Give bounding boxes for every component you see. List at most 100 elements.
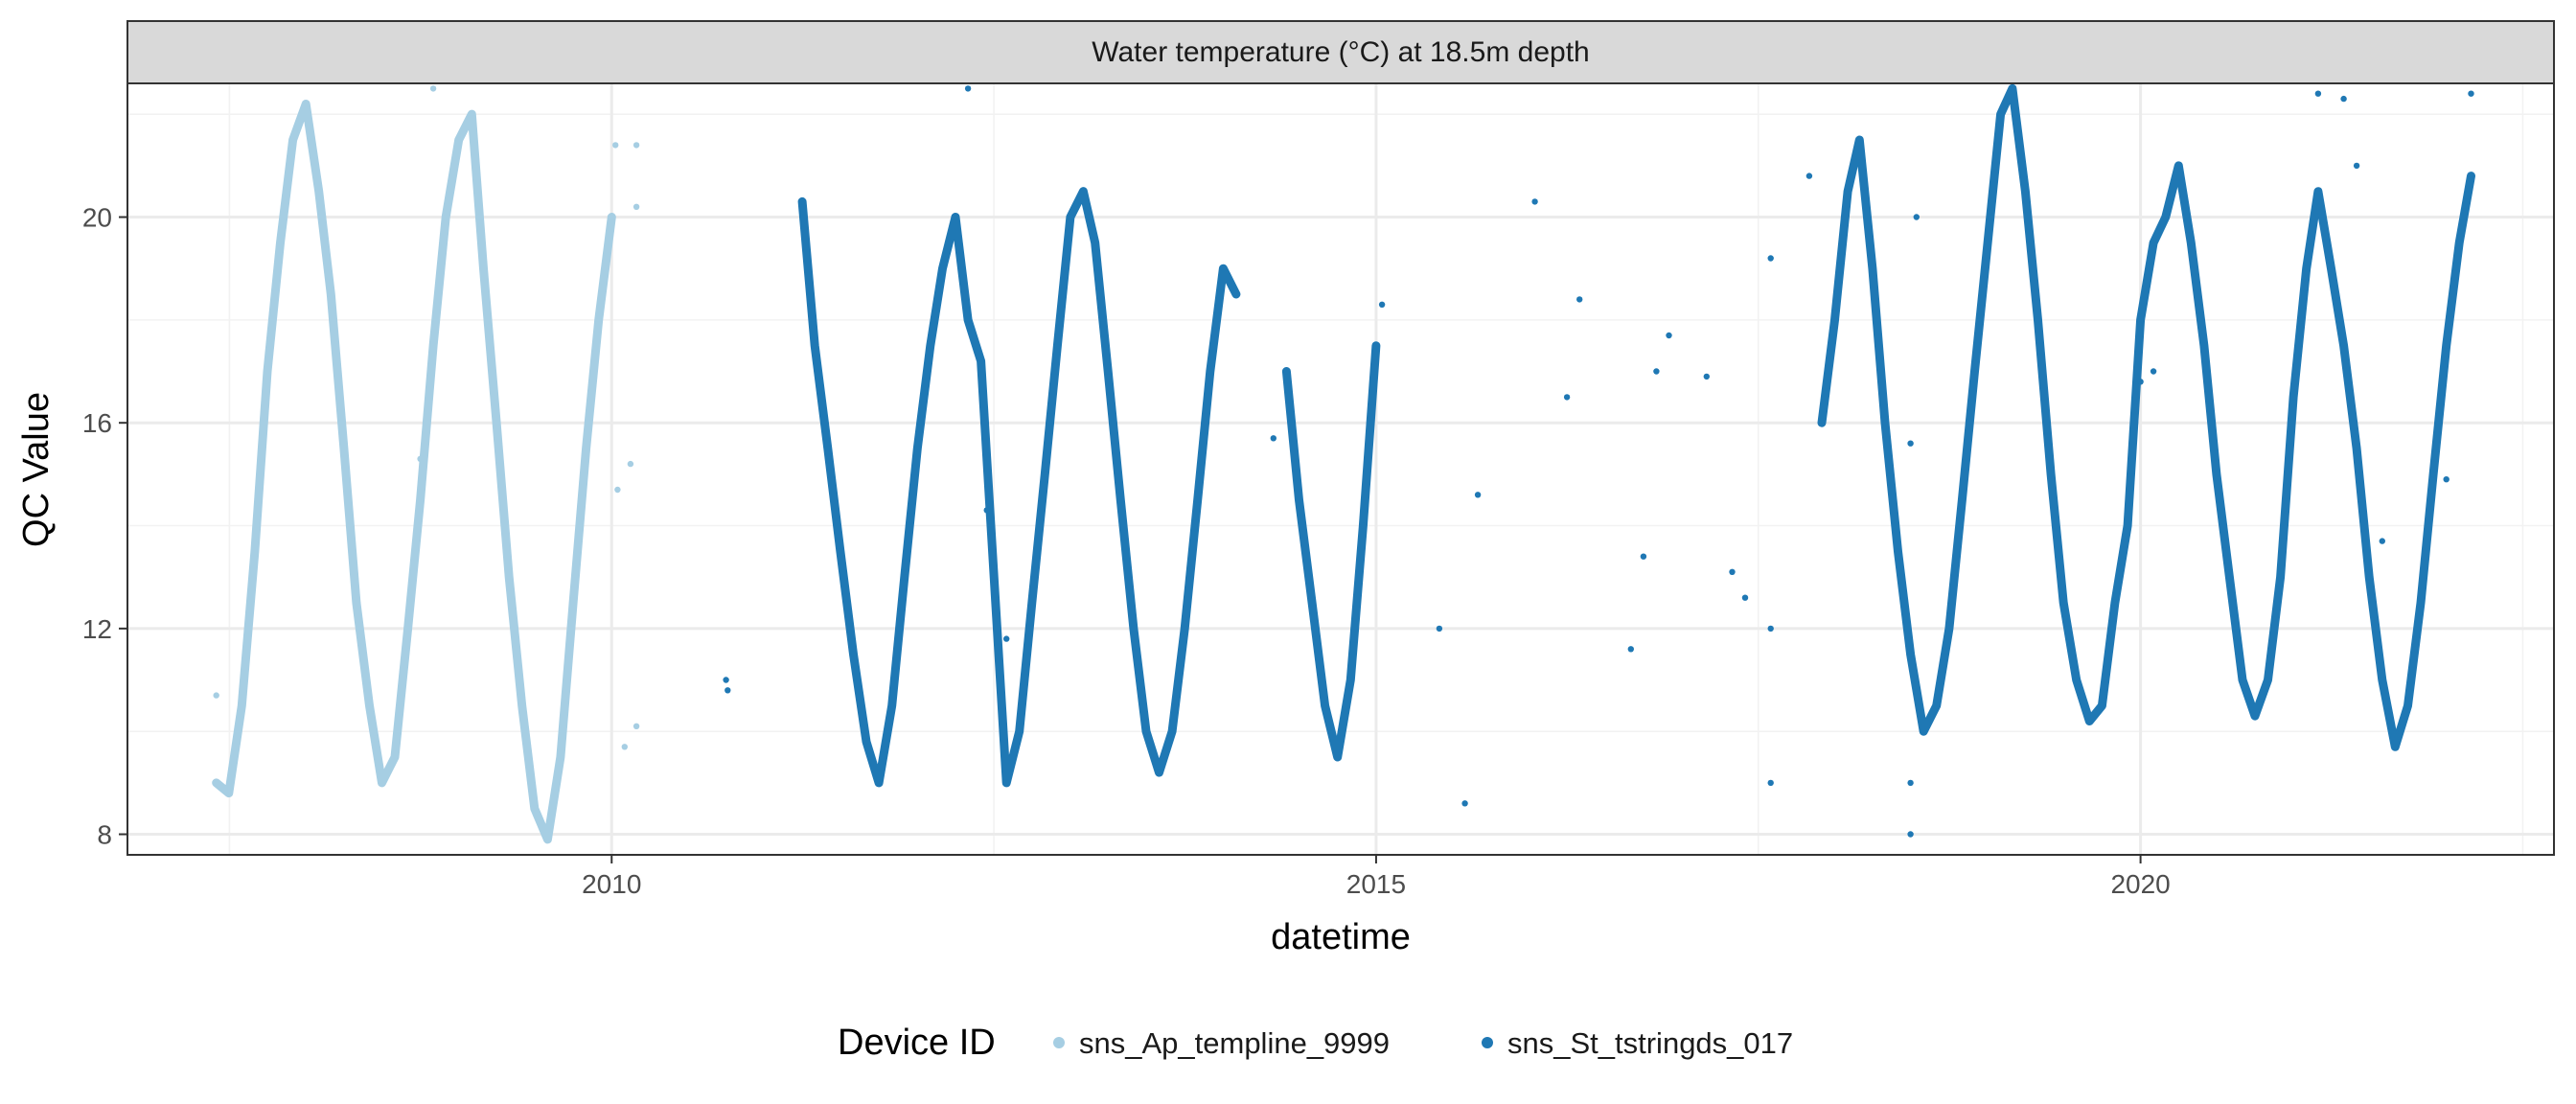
outlier-1-13 [1627,646,1635,653]
point-1-51 [1933,702,1940,709]
point-1-62 [2073,677,2080,683]
outlier-1-0 [723,677,729,683]
point-1-71 [2188,240,2195,246]
point-1-93 [2468,172,2474,179]
point-0-21 [480,265,487,272]
outlier-0-8 [621,744,628,750]
x-axis: 2010 2015 2020 [582,855,2171,899]
outlier-1-18 [1729,568,1736,575]
outlier-1-32 [2443,476,2450,483]
point-0-8 [315,188,322,195]
outlier-0-1 [429,85,437,92]
point-1-90 [2429,471,2437,478]
outlier-0-9 [632,723,640,729]
point-1-29 [1182,625,1188,632]
outlier-1-12 [1576,296,1583,303]
point-1-43 [1831,316,1838,324]
point-1-61 [2060,599,2067,607]
outlier-1-35 [2150,368,2157,375]
series-band-1-1 [1281,341,1381,762]
point-1-60 [2047,471,2055,478]
point-1-53 [1959,496,1966,503]
point-1-73 [2213,471,2220,478]
series-band-1-2 [1817,83,2475,751]
point-1-49 [1907,651,1914,657]
point-0-27 [557,753,564,761]
y-tick-label-0: 8 [97,820,112,850]
legend-key-sns-st-tstringds-017 [1482,1037,1493,1048]
point-1-22 [1092,240,1098,246]
point-1-28 [1168,728,1176,735]
point-1-82 [2328,265,2334,272]
point-1-0 [798,198,806,205]
point-1-50 [1920,728,1927,735]
point-1-16 [1016,728,1023,735]
point-1-59 [2035,316,2041,324]
point-1-58 [2022,188,2029,195]
point-0-24 [518,702,525,709]
x-axis-title: datetime [1271,917,1411,957]
point-1-26 [1142,728,1150,735]
point-0-18 [443,214,449,220]
outlier-1-17 [1703,373,1711,380]
point-1-80 [2303,265,2310,272]
outlier-1-20 [1767,255,1774,262]
point-1-12 [952,214,959,220]
point-1-66 [2124,522,2131,529]
point-0-9 [328,290,334,298]
point-1-11 [939,265,946,272]
point-1-75 [2239,677,2246,683]
outlier-1-6 [1378,301,1386,308]
point-0-29 [583,445,589,452]
outlier-0-2 [417,455,424,462]
point-1-79 [2289,394,2297,401]
y-tick-label-2: 16 [82,408,112,438]
x-tick-label-2: 2020 [2110,869,2170,899]
point-1-86 [2379,677,2385,683]
point-0-12 [366,702,373,709]
point-1-84 [2353,445,2360,452]
outlier-1-31 [2379,538,2385,544]
point-1-47 [1881,420,1889,426]
point-0-1 [225,790,232,796]
point-0-4 [264,368,271,375]
point-1-3 [837,548,844,555]
point-1-33 [1232,290,1240,298]
outlier-1-33 [2468,90,2474,97]
x-tick-label-1: 2015 [1346,869,1406,899]
point-1-64 [2099,702,2105,709]
point-1-63 [2086,718,2093,724]
point-1-13 [964,316,972,324]
outlier-1-14 [1640,553,1647,560]
point-1-6 [875,779,883,787]
point-0-0 [213,779,219,787]
point-1-30 [1194,496,1201,503]
point-1-83 [2340,342,2347,349]
point-0-23 [506,574,513,581]
point-1-14 [978,357,984,364]
point-0-13 [379,779,385,787]
point-1-31 [1207,368,1214,375]
point-0-19 [455,136,462,144]
point-1-67 [2137,316,2144,324]
outlier-1-16 [1666,332,1672,339]
series-sns_Ap_templine_9999 [212,85,640,844]
panel-border [126,82,2555,856]
point-1-34 [1283,368,1290,375]
point-1-38 [1334,753,1341,761]
point-1-56 [1997,111,2004,118]
point-1-72 [2200,342,2208,349]
outlier-0-7 [614,486,621,494]
point-1-37 [1322,702,1328,709]
outlier-1-4 [1003,635,1010,642]
point-1-88 [2404,702,2411,709]
point-0-15 [404,625,411,632]
point-1-23 [1105,368,1112,375]
point-1-89 [2417,599,2425,607]
facet-label: Water temperature (°C) at 18.5m depth [1092,36,1589,68]
outlier-0-4 [632,142,640,149]
point-1-32 [1220,265,1227,272]
point-1-74 [2226,574,2233,581]
legend-label-sns-st-tstringds-017: sns_St_tstringds_017 [1507,1026,1793,1060]
point-0-20 [469,111,475,118]
